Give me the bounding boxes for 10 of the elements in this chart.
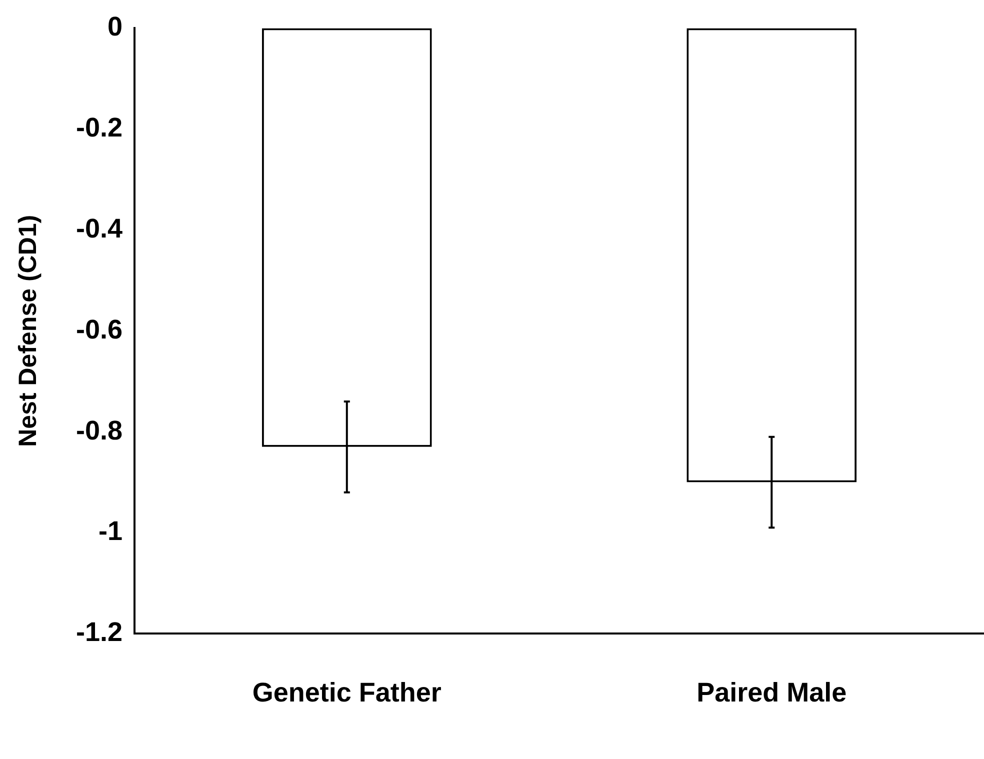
y-tick-label: 0 [107, 12, 123, 42]
y-tick-label: -1 [98, 516, 123, 546]
x-tick-label: Genetic Father [252, 677, 442, 708]
y-tick-label: -0.4 [76, 213, 123, 244]
x-tick-label: Paired Male [696, 677, 847, 708]
y-tick-label: -0.8 [76, 415, 123, 446]
y-tick-label: -0.6 [76, 314, 123, 344]
y-tick-label: -1.2 [76, 617, 123, 648]
y-axis-title: Nest Defense (CD1) [14, 214, 42, 447]
y-tick-label: -0.2 [76, 112, 123, 143]
